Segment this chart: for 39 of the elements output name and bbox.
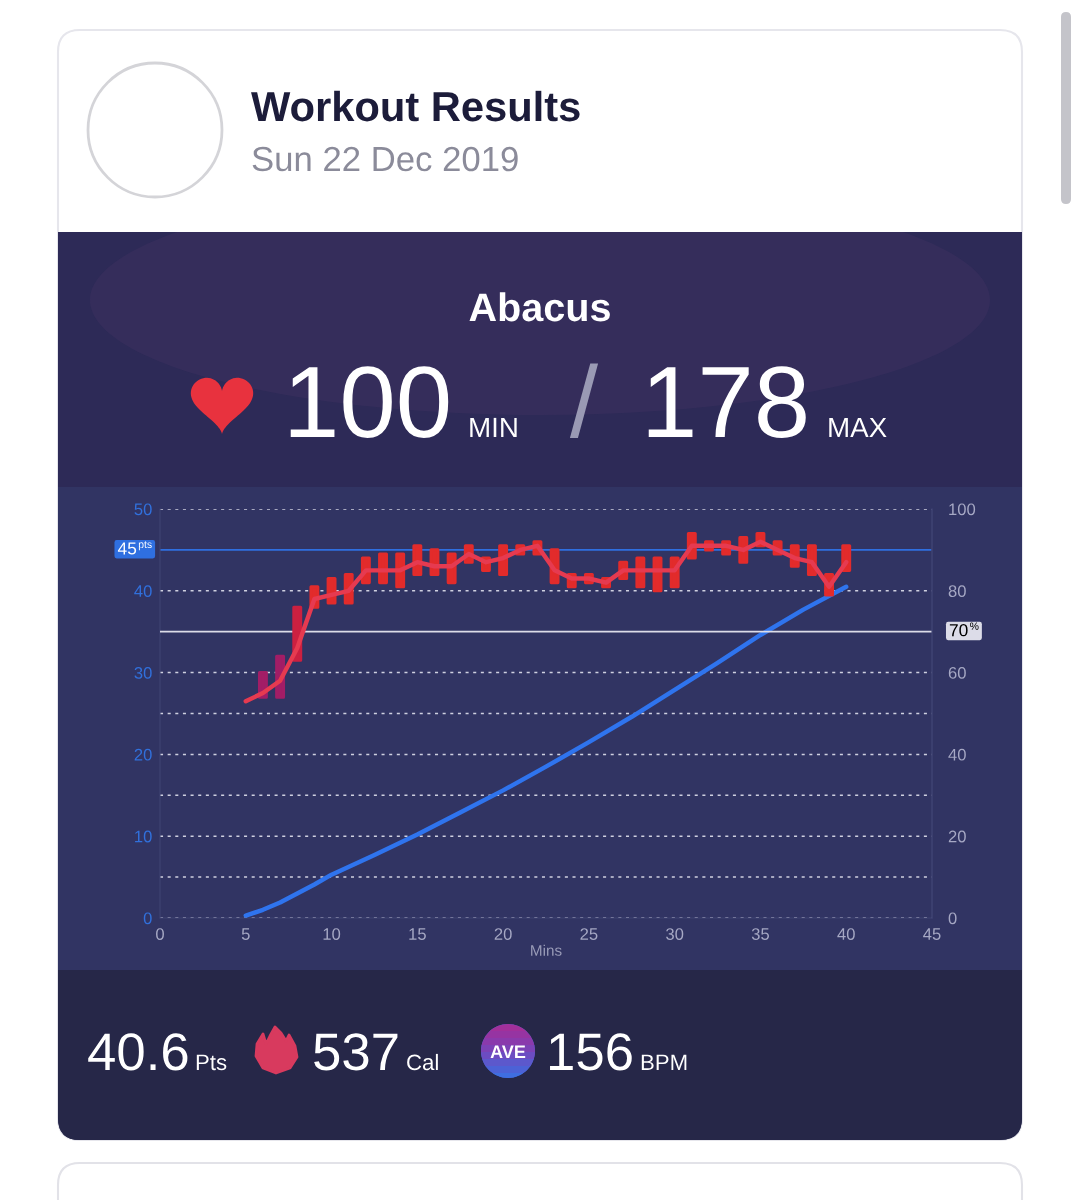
text: 40.6 bbox=[88, 1033, 188, 1071]
text: BPM bbox=[641, 1054, 687, 1070]
y-tick-label: 20 bbox=[134, 748, 152, 761]
text: Sun 22 Dec 2019 bbox=[252, 146, 518, 172]
y2-tick-label: 100 bbox=[949, 503, 976, 516]
x-tick-label: 25 bbox=[580, 928, 598, 940]
x-tick-label: 30 bbox=[666, 928, 684, 940]
x-tick-label: 20 bbox=[494, 928, 512, 940]
x-tick-label: 0 bbox=[156, 928, 164, 940]
text: Workout Results bbox=[251, 90, 580, 122]
chart-title: Abacus bbox=[469, 292, 610, 322]
x-tick-label: 40 bbox=[837, 928, 855, 940]
x-tick-label: 45 bbox=[923, 928, 941, 940]
y2-tick-label: 80 bbox=[948, 585, 966, 597]
x-axis-title: Mins bbox=[531, 944, 562, 956]
text: / bbox=[569, 363, 599, 438]
y-tick-label: 10 bbox=[135, 830, 152, 843]
y-tick-label: 30 bbox=[134, 667, 152, 679]
y2-tick-label: 60 bbox=[948, 667, 966, 679]
text: 156 bbox=[550, 1033, 632, 1071]
text: 537 bbox=[314, 1033, 398, 1071]
y-tick-label: 40 bbox=[134, 585, 152, 597]
text: Pts bbox=[196, 1054, 227, 1071]
x-tick-label: 15 bbox=[409, 928, 426, 940]
text: AVE bbox=[490, 1045, 526, 1058]
text: MAX bbox=[829, 417, 887, 437]
text: 100 bbox=[290, 366, 449, 438]
y-tick-label: 0 bbox=[143, 912, 152, 925]
text: MIN bbox=[470, 417, 517, 437]
y-tick-label: 50 bbox=[134, 503, 152, 516]
x-tick-label: 5 bbox=[241, 928, 250, 940]
text: 178 bbox=[648, 366, 806, 438]
y2-tick-label: 40 bbox=[948, 748, 966, 761]
x-tick-label: 35 bbox=[751, 928, 770, 940]
y2-tick-label: 20 bbox=[948, 830, 966, 843]
ref-line-label: 70% bbox=[949, 622, 979, 637]
x-tick-label: 10 bbox=[323, 928, 341, 940]
text: Cal bbox=[407, 1053, 438, 1071]
y2-tick-label: 0 bbox=[948, 912, 957, 925]
